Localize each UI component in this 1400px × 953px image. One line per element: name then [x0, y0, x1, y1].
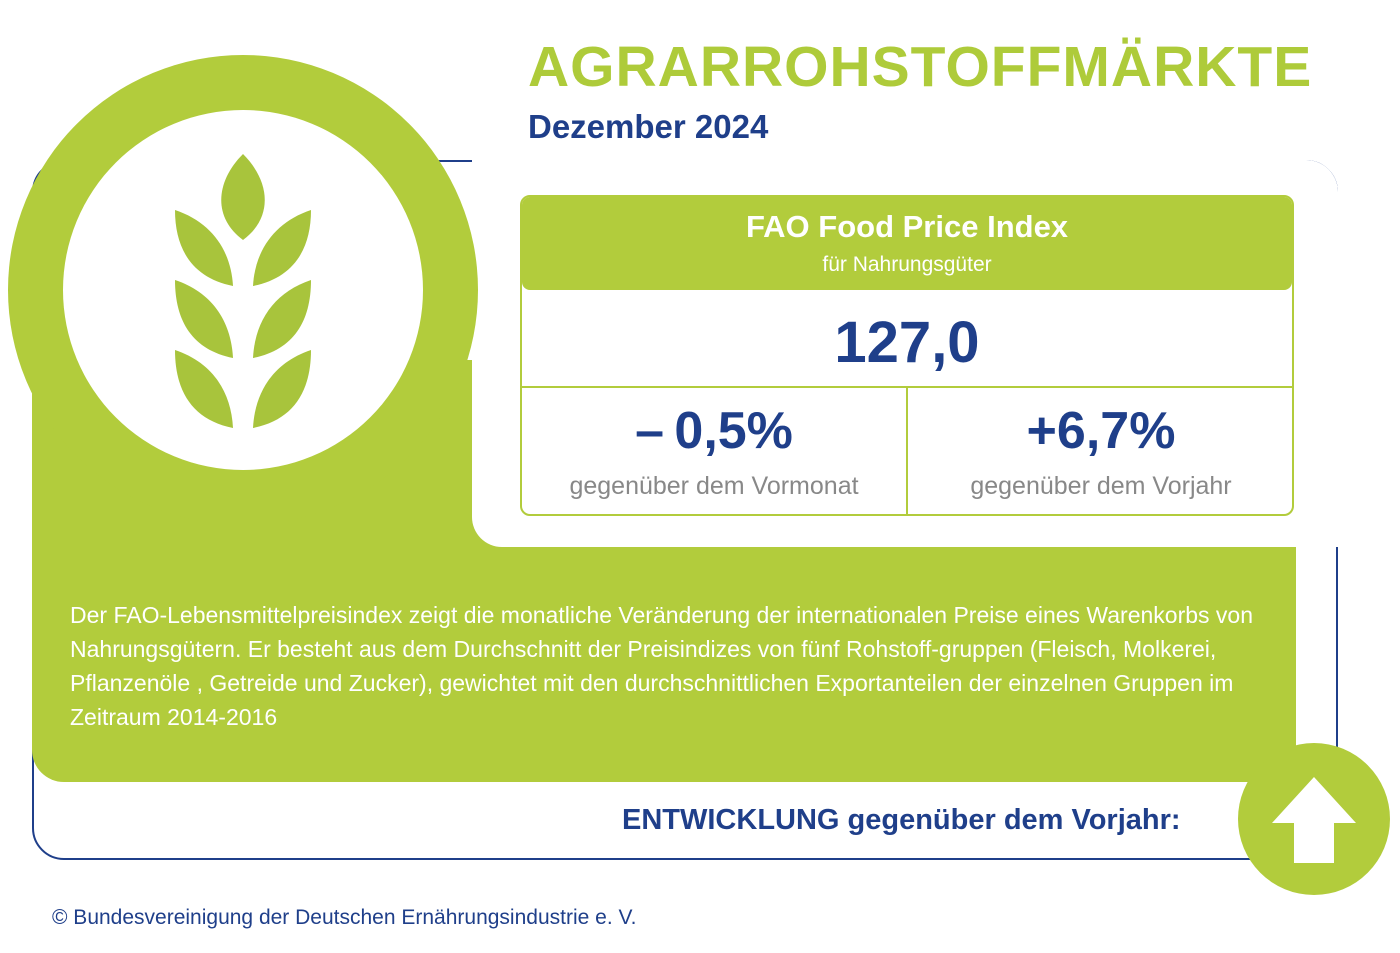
arrow-up-icon — [1272, 777, 1356, 863]
report-date: Dezember 2024 — [528, 108, 769, 145]
page-title: AGRARROHSTOFFMÄRKTE — [528, 35, 1313, 99]
copyright-notice: © Bundesvereinigung der Deutschen Ernähr… — [52, 906, 637, 929]
year-change-label: gegenüber dem Vorjahr — [970, 472, 1232, 500]
month-change-value: – 0,5% — [635, 402, 793, 460]
development-label: ENTWICKLUNG gegenüber dem Vorjahr: — [622, 804, 1181, 836]
card-header — [522, 197, 1292, 290]
index-value: 127,0 — [834, 310, 980, 375]
card-title: FAO Food Price Index — [745, 209, 1069, 244]
description-text: Der FAO-Lebensmittelpreisindex zeigt die… — [70, 602, 1254, 730]
horizontal-divider — [522, 386, 1292, 388]
wheat-icon — [175, 154, 311, 428]
price-index-card: FAO Food Price Index für Nahrungsgüter 1… — [520, 195, 1294, 516]
month-change-label: gegenüber dem Vormonat — [569, 472, 859, 500]
vertical-divider — [906, 388, 908, 514]
card-subtitle: für Nahrungsgüter — [822, 253, 992, 276]
year-change-value: +6,7% — [1026, 402, 1176, 460]
trend-badge — [1238, 743, 1390, 895]
